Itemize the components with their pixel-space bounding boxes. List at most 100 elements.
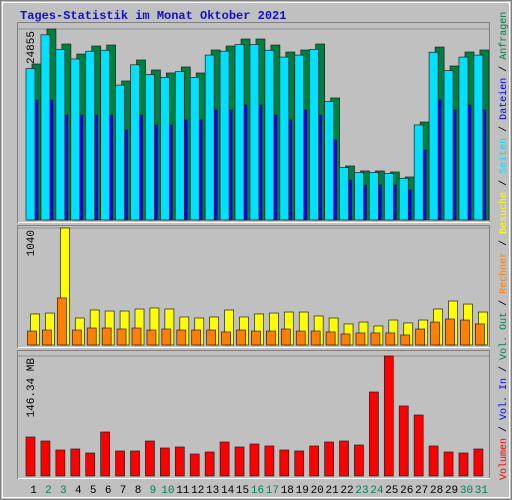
bar <box>264 445 275 477</box>
x-tick-label: 15 <box>236 485 249 497</box>
legend-separator: / <box>498 426 510 432</box>
bar <box>398 177 409 221</box>
bar <box>42 329 52 346</box>
x-tick-label: 27 <box>415 485 428 497</box>
x-tick-label: 31 <box>475 485 489 497</box>
legend-entry: Dateien <box>498 78 510 120</box>
bar <box>234 44 245 221</box>
legend-entry: Vol. In <box>498 378 510 420</box>
bar <box>206 329 217 346</box>
x-tick-label: 9 <box>150 485 157 497</box>
bar <box>249 443 260 477</box>
x-tick-label: 3 <box>60 485 67 497</box>
legend-separator: / <box>498 240 510 246</box>
bar <box>428 445 439 477</box>
legend: Volumen / Vol. In / Vol. Out / Rechner / Besuche… <box>498 12 510 480</box>
bar <box>219 50 230 221</box>
bar <box>324 441 334 477</box>
bar <box>145 74 155 221</box>
legend-entry: Vol. Out <box>498 312 510 360</box>
legend-separator: / <box>498 366 510 372</box>
bar <box>458 56 469 221</box>
bar <box>475 323 485 346</box>
x-tick-label: 4 <box>75 485 82 497</box>
bar <box>85 452 96 477</box>
x-tick-label: 21 <box>325 485 339 497</box>
x-tick-label: 11 <box>176 485 190 497</box>
legend-separator: / <box>498 66 510 72</box>
bar <box>116 328 127 346</box>
bar <box>131 327 142 346</box>
bar <box>55 49 66 221</box>
bar <box>383 355 394 477</box>
bar <box>428 51 439 221</box>
bar <box>115 450 125 477</box>
x-tick-label: 14 <box>221 485 235 497</box>
bar <box>370 332 381 346</box>
bar <box>266 330 276 346</box>
x-tick-label: 19 <box>296 485 309 497</box>
bar <box>398 405 409 477</box>
bar <box>460 319 470 346</box>
x-tick-label: 1 <box>30 485 37 497</box>
x-tick-label: 5 <box>90 485 97 497</box>
bar <box>280 328 291 346</box>
legend-separator: / <box>498 126 510 132</box>
bar <box>191 329 202 346</box>
legend-entry: Volumen <box>498 438 510 480</box>
x-tick-label: 16 <box>251 485 264 497</box>
bar <box>445 318 455 346</box>
x-tick-label: 7 <box>120 485 127 497</box>
bar <box>413 414 424 477</box>
bar <box>279 449 290 477</box>
bar <box>251 330 261 346</box>
x-tick-label: 17 <box>266 485 279 497</box>
bar <box>443 451 454 477</box>
bar <box>86 327 97 346</box>
x-tick-label: 8 <box>135 485 142 497</box>
bar <box>145 440 155 477</box>
bar <box>221 331 231 346</box>
bar <box>443 70 454 221</box>
bar <box>71 329 82 346</box>
x-tick-label: 26 <box>400 485 413 497</box>
bar <box>176 329 187 346</box>
bar <box>174 71 185 221</box>
bar <box>264 49 275 221</box>
bar <box>161 328 172 346</box>
bar <box>354 444 364 477</box>
bar <box>189 453 200 477</box>
bar <box>355 332 366 346</box>
x-tick-label: 28 <box>430 485 443 497</box>
bar <box>430 321 440 346</box>
bar <box>40 34 51 221</box>
chart-title: Tages-Statistik im Monat Oktober 2021 <box>20 9 286 23</box>
bar <box>415 328 426 346</box>
bar <box>160 77 170 221</box>
bar <box>57 297 67 346</box>
legend-separator: / <box>498 180 510 186</box>
bar <box>458 452 469 477</box>
x-tick-label: 23 <box>355 485 368 497</box>
bar <box>340 333 351 346</box>
bar <box>25 68 36 221</box>
bar <box>146 329 157 346</box>
bar <box>160 447 170 477</box>
bar <box>85 50 96 221</box>
bar <box>130 64 140 221</box>
bar <box>309 445 320 477</box>
legend-entry: Anfragen <box>498 12 510 60</box>
bar <box>295 330 306 346</box>
x-tick-label: 25 <box>385 485 398 497</box>
legend-separator: / <box>498 300 510 306</box>
bar <box>130 450 140 477</box>
bar <box>473 448 484 477</box>
bar <box>354 172 364 221</box>
bar <box>294 54 305 221</box>
bar <box>294 450 305 477</box>
bar <box>174 446 185 477</box>
bar <box>324 101 334 221</box>
y-tick-label: 1040 <box>26 230 38 256</box>
